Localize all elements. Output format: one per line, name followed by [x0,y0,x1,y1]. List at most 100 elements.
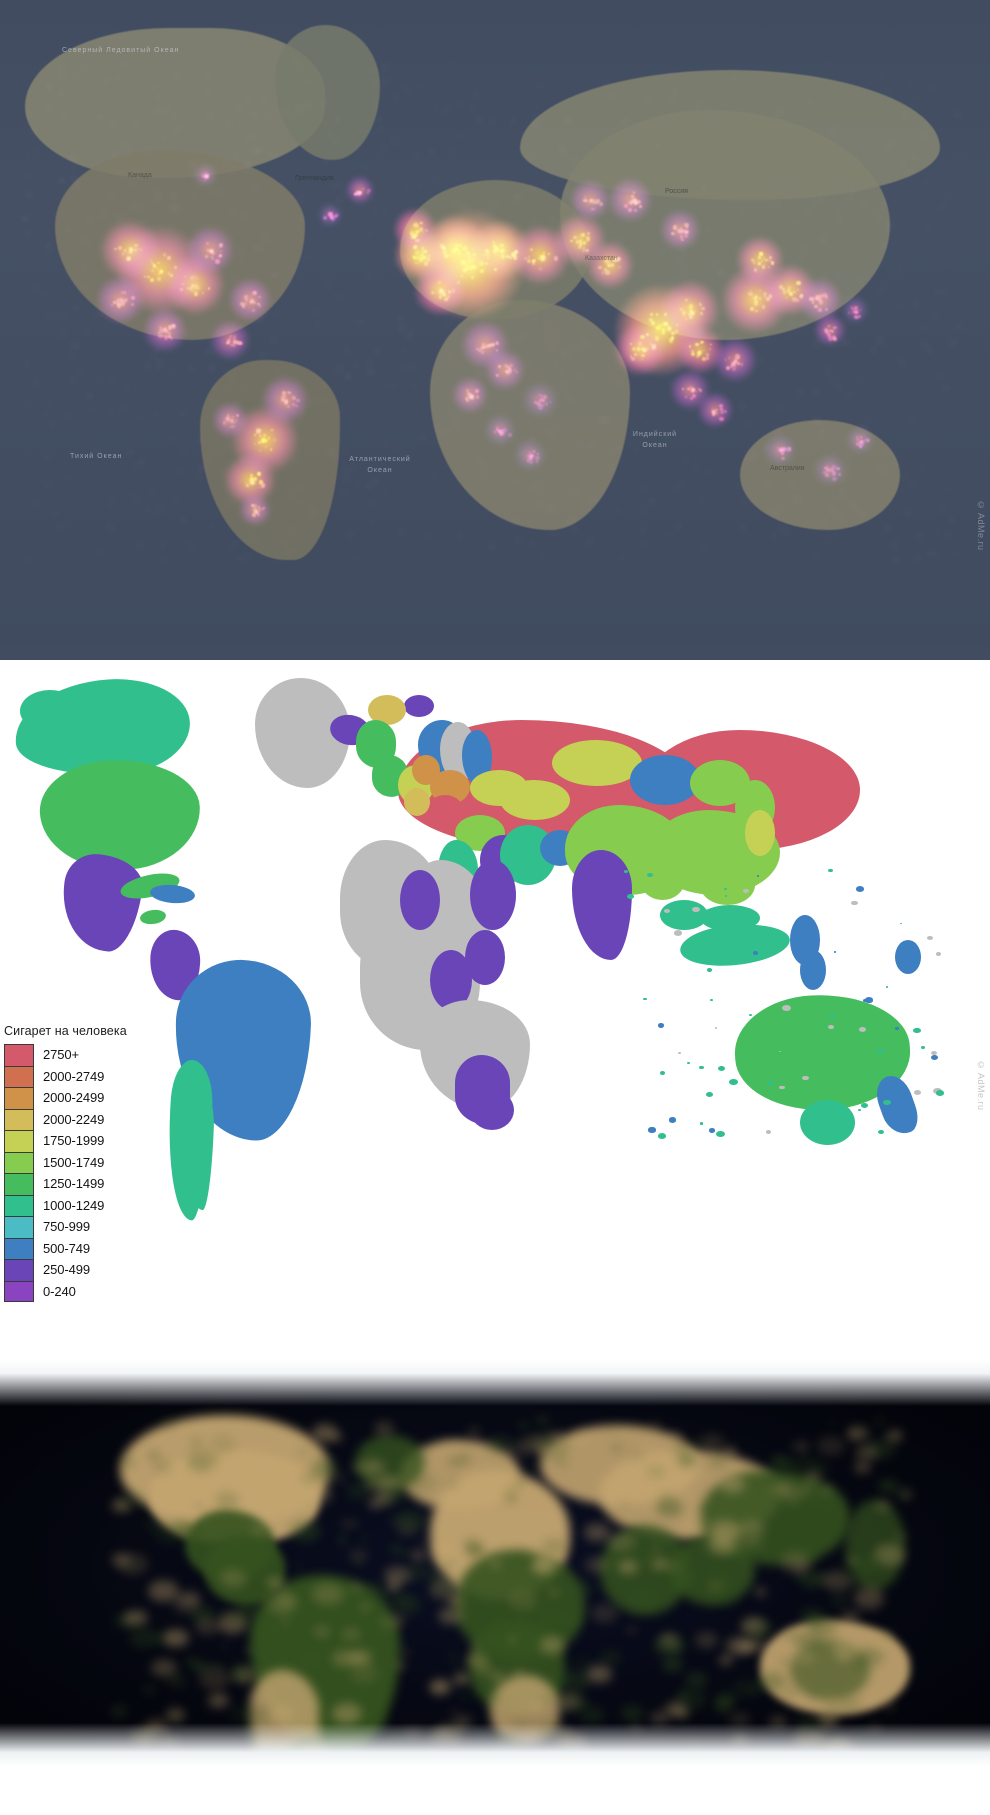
island-region [669,1117,677,1122]
legend-swatch [4,1281,34,1303]
map-legend: Сигарет на человека 2750+ 2000-2749 2000-2… [4,1024,127,1302]
island-region [836,1137,839,1139]
legend-label: 2000-2249 [43,1112,104,1127]
island-region [766,1130,771,1134]
island-region [856,886,864,892]
island-region [828,1025,834,1029]
country-region [404,788,430,816]
map-stack: Северный Ледовитый Океан Тихий Океан Атл… [0,0,990,1815]
island-region [845,1126,849,1129]
island-region [914,1090,921,1095]
ocean-label-atlantic: Атлантический Океан [345,455,415,476]
country-region [745,810,775,856]
legend-swatch [4,1152,34,1174]
island-region [779,1086,784,1090]
island-region [865,997,873,1003]
legend-label: 500-749 [43,1241,90,1256]
legend-item: 250-499 [4,1259,127,1281]
legend-label: 1250-1499 [43,1176,104,1191]
legend-label: 2000-2749 [43,1069,104,1084]
legend-title: Сигарет на человека [4,1024,127,1038]
country-region [465,930,505,985]
island-region [886,986,889,988]
ocean-label-indian: Индийский Океан [625,430,685,451]
legend-label: 1000-1249 [43,1198,104,1213]
legend-item: 2000-2249 [4,1109,127,1131]
population-heat-layer [0,0,990,660]
island-region [718,1066,725,1071]
island-region [858,1109,861,1111]
legend-item: 1500-1749 [4,1152,127,1174]
country-region [400,870,440,930]
island-region [716,1131,725,1137]
country-region [500,780,570,820]
island-region [647,873,653,877]
island-region [658,1023,665,1028]
country-region [895,940,921,974]
legend-item: 750-999 [4,1216,127,1238]
island-region [648,1127,655,1132]
legend-item: 0-240 [4,1281,127,1303]
island-region [729,1079,738,1085]
watermark-adme-map2: © AdMe.ru [976,1060,986,1111]
island-region [749,1014,752,1016]
island-region [931,1055,938,1060]
island-region [878,1130,884,1134]
land-label-australia: Австралия [770,465,805,472]
legend-swatch [4,1216,34,1238]
island-region [921,1046,925,1049]
legend-swatch [4,1238,34,1260]
island-region [706,1092,713,1097]
legend-item: 1250-1499 [4,1173,127,1195]
land-label-greenland: Гренландия [295,175,334,182]
island-region [692,907,699,912]
country-region [470,1090,514,1130]
legend-item: 2000-2499 [4,1087,127,1109]
island-region [643,998,647,1001]
country-region [700,865,755,905]
country-region [640,860,685,900]
legend-swatch [4,1259,34,1281]
legend-swatch [4,1066,34,1088]
island-region [772,942,777,946]
legend-label: 0-240 [43,1284,76,1299]
legend-swatch [4,1087,34,1109]
island-region [830,1015,835,1018]
country-region [552,740,642,786]
island-region [710,999,714,1002]
island-region [895,1027,898,1029]
island-region [861,1103,868,1108]
island-region [782,1005,790,1011]
cigarettes-per-person-map: Сигарет на человека 2750+ 2000-2749 2000-2… [0,660,990,1320]
island-region [851,901,858,906]
island-region [660,1071,665,1075]
legend-swatch [4,1173,34,1195]
antarctic-ice-cap [0,1723,990,1815]
legend-label: 2750+ [43,1047,79,1062]
island-region [715,1027,717,1029]
country-region [800,950,826,990]
island-region [900,923,902,925]
island-region [678,1052,681,1054]
island-region [936,1090,944,1096]
legend-label: 250-499 [43,1262,90,1277]
island-region [700,1122,704,1124]
choropleth-layer [0,660,990,1320]
legend-item: 1750-1999 [4,1130,127,1152]
country-region [20,690,80,732]
legend-label: 1500-1749 [43,1155,104,1170]
island-region [709,1128,716,1133]
country-region [139,908,167,925]
country-region [800,1100,855,1145]
antarctic-strip [0,646,990,660]
island-region [687,1062,690,1064]
land-label-kazakhstan: Казахстан [585,255,618,262]
population-density-map: Северный Ледовитый Океан Тихий Океан Атл… [0,0,990,660]
island-region [658,1133,667,1139]
island-region [709,969,711,971]
country-region [38,757,202,873]
watermark-adme-map1: © AdMe.ru [976,500,986,551]
land-label-canada: Канада [128,172,152,179]
legend-item: 2750+ [4,1044,127,1066]
island-region [913,1028,921,1033]
